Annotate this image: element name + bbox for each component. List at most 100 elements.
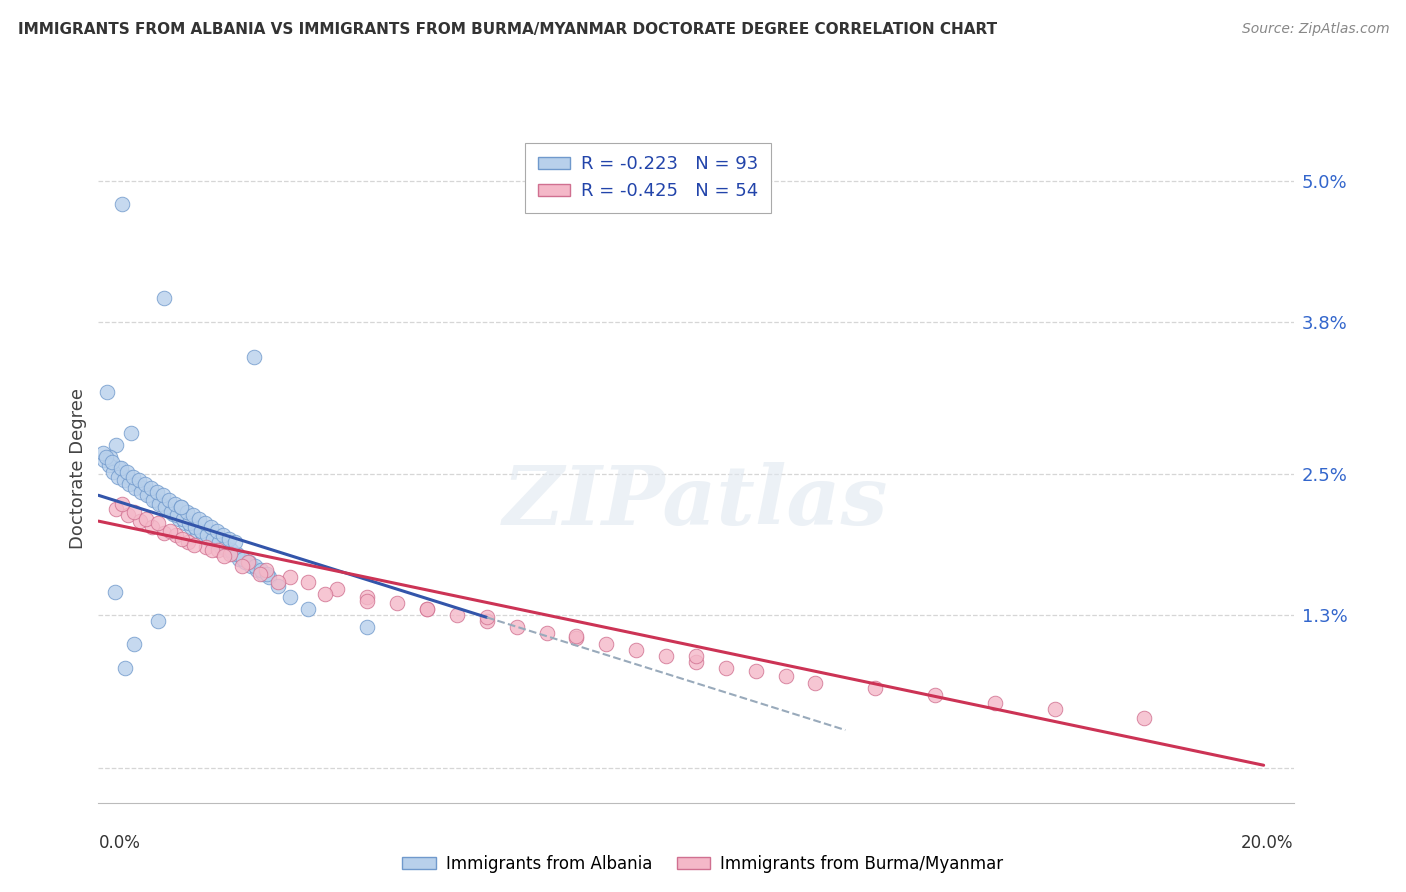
Point [134,476,156,491]
Point [183,538,205,552]
Point [201,543,224,558]
Point [153,525,176,540]
Point [172,532,194,546]
Point [385,596,409,610]
Point [118,476,141,491]
Point [224,535,246,549]
Point [983,696,1005,710]
Point [128,473,150,487]
Point [148,516,170,531]
Point [475,614,498,628]
Point [775,669,797,683]
Point [124,637,146,651]
Point [136,488,159,502]
Point [250,563,273,577]
Point [256,566,278,581]
Legend: Immigrants from Albania, Immigrants from Burma/Myanmar: Immigrants from Albania, Immigrants from… [395,848,1011,880]
Point [174,516,197,531]
Point [195,528,218,542]
Point [239,558,262,573]
Point [209,540,232,554]
Point [446,607,468,622]
Point [219,547,242,561]
Point [215,543,238,558]
Point [863,681,886,695]
Point [624,643,647,657]
Point [153,291,176,305]
Y-axis label: Doctorate Degree: Doctorate Degree [69,388,87,549]
Point [111,496,134,510]
Point [167,512,190,526]
Point [124,481,146,495]
Point [180,520,202,534]
Point [204,535,226,549]
Point [108,461,131,475]
Point [155,500,177,514]
Point [112,473,135,487]
Point [105,502,128,516]
Point [198,532,221,546]
Point [194,540,218,554]
Point [150,496,173,510]
Point [252,566,274,581]
Text: 0.0%: 0.0% [98,834,141,852]
Point [356,591,378,605]
Point [143,493,166,508]
Point [115,465,138,479]
Point [202,532,225,546]
Point [356,620,378,634]
Point [685,649,707,664]
Point [190,524,212,538]
Point [214,540,236,554]
Point [267,575,290,590]
Point [297,602,319,616]
Text: IMMIGRANTS FROM ALBANIA VS IMMIGRANTS FROM BURMA/MYANMAR DOCTORATE DEGREE CORREL: IMMIGRANTS FROM ALBANIA VS IMMIGRANTS FR… [18,22,997,37]
Point [157,493,180,508]
Point [139,481,162,495]
Point [131,484,153,499]
Point [135,512,157,526]
Point [91,446,114,460]
Point [142,493,165,508]
Point [278,570,301,584]
Point [98,458,121,472]
Point [138,488,160,502]
Point [98,450,122,464]
Point [207,543,229,558]
Point [205,524,228,538]
Point [278,591,301,605]
Point [416,602,439,616]
Point [475,610,498,624]
Point [565,629,588,643]
Point [162,507,184,521]
Point [506,620,529,634]
Point [184,520,207,534]
Point [595,637,617,651]
Point [219,543,242,558]
Point [170,500,193,514]
Point [172,512,194,526]
Text: 20.0%: 20.0% [1241,834,1294,852]
Point [267,579,290,593]
Point [156,502,179,516]
Point [124,505,146,519]
Point [146,484,169,499]
Point [249,566,271,581]
Point [246,563,269,577]
Point [208,535,231,549]
Point [200,520,222,534]
Point [117,508,139,523]
Legend: R = -0.223   N = 93, R = -0.425   N = 54: R = -0.223 N = 93, R = -0.425 N = 54 [526,143,770,213]
Point [218,532,240,546]
Point [228,551,250,566]
Point [179,516,201,531]
Text: ZIPatlas: ZIPatlas [503,462,889,541]
Point [565,632,588,646]
Point [257,570,280,584]
Point [187,512,209,526]
Point [356,594,378,608]
Point [231,558,253,573]
Point [714,661,737,675]
Point [194,516,217,531]
Point [152,488,174,502]
